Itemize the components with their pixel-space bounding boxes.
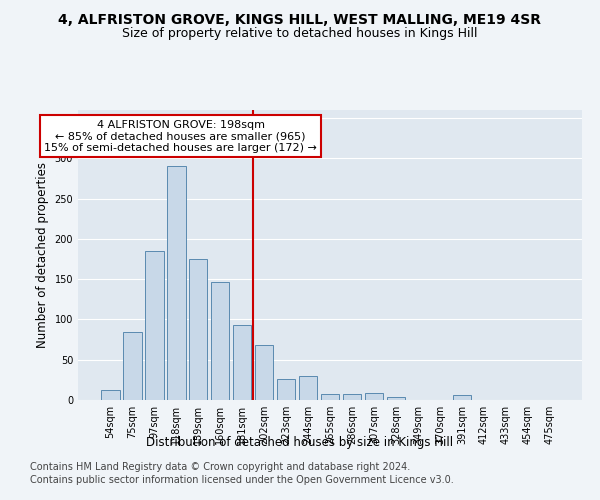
Text: Distribution of detached houses by size in Kings Hill: Distribution of detached houses by size … [146, 436, 454, 449]
Bar [145, 251, 164, 400]
Bar [343, 394, 361, 400]
Bar [452, 395, 471, 400]
Text: 4 ALFRISTON GROVE: 198sqm
← 85% of detached houses are smaller (965)
15% of semi: 4 ALFRISTON GROVE: 198sqm ← 85% of detac… [44, 120, 317, 153]
Text: 4, ALFRISTON GROVE, KINGS HILL, WEST MALLING, ME19 4SR: 4, ALFRISTON GROVE, KINGS HILL, WEST MAL… [59, 12, 542, 26]
Bar [101, 390, 119, 400]
Bar [123, 332, 142, 400]
Bar [211, 282, 229, 400]
Bar [320, 394, 340, 400]
Bar [167, 166, 185, 400]
Bar [255, 345, 274, 400]
Bar [386, 397, 405, 400]
Text: Contains public sector information licensed under the Open Government Licence v3: Contains public sector information licen… [30, 475, 454, 485]
Text: Size of property relative to detached houses in Kings Hill: Size of property relative to detached ho… [122, 28, 478, 40]
Y-axis label: Number of detached properties: Number of detached properties [36, 162, 49, 348]
Bar [233, 325, 251, 400]
Bar [365, 393, 383, 400]
Bar [189, 259, 208, 400]
Bar [299, 376, 317, 400]
Bar [277, 379, 295, 400]
Text: Contains HM Land Registry data © Crown copyright and database right 2024.: Contains HM Land Registry data © Crown c… [30, 462, 410, 472]
